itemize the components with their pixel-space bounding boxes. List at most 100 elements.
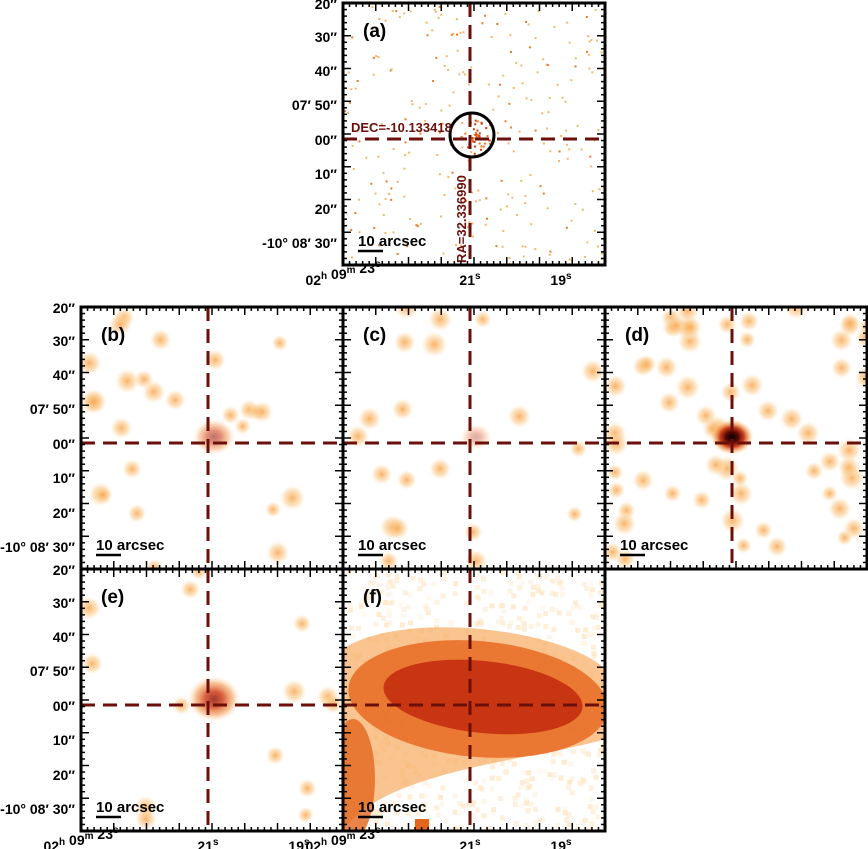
sky-pixel xyxy=(524,778,530,784)
photon-event xyxy=(450,33,453,36)
sky-pixel xyxy=(474,622,480,628)
panel-e: (e) 10 arcsec xyxy=(79,567,345,833)
emission-blob xyxy=(396,470,417,490)
photon-event xyxy=(472,128,475,131)
photon-event xyxy=(566,21,569,24)
sky-pixel xyxy=(474,807,480,813)
photon-event xyxy=(548,96,551,99)
sky-pixel xyxy=(595,814,601,820)
sky-pixel xyxy=(582,817,588,823)
emission-blob xyxy=(428,307,453,332)
panel-label: (e) xyxy=(101,587,124,608)
photon-event xyxy=(565,143,568,146)
photon-event xyxy=(481,22,484,25)
sky-pixel xyxy=(496,776,502,782)
sky-pixel xyxy=(385,592,391,598)
sky-pixel xyxy=(502,768,508,774)
photon-event xyxy=(549,250,552,253)
sky-pixel xyxy=(348,607,354,613)
photon-event xyxy=(576,124,579,127)
y-tick-label: 20″ xyxy=(53,562,76,578)
emission-blob xyxy=(607,481,626,499)
sky-pixel xyxy=(478,785,484,791)
sky-pixel xyxy=(525,808,531,814)
photon-event xyxy=(350,256,353,259)
photon-event xyxy=(474,200,477,203)
emission-blob xyxy=(110,417,133,440)
photon-event xyxy=(404,118,407,121)
sky-pixel xyxy=(376,612,382,618)
sky-pixel xyxy=(515,792,521,798)
panel-label: (a) xyxy=(363,21,386,42)
sky-pixel xyxy=(499,760,505,766)
sky-pixel xyxy=(402,590,408,596)
sky-pixel xyxy=(499,815,505,821)
photon-event xyxy=(547,111,550,114)
emission-blob xyxy=(371,463,393,485)
sky-pixel xyxy=(410,783,416,789)
photon-event xyxy=(396,180,399,183)
photon-event xyxy=(598,188,601,191)
sky-pixel xyxy=(583,751,589,757)
photon-event xyxy=(537,10,540,13)
sky-pixel xyxy=(433,624,439,630)
y-tick-label: 07′ 50″ xyxy=(292,97,337,113)
photon-event xyxy=(435,56,438,59)
photon-event xyxy=(574,65,577,68)
photon-event xyxy=(374,192,377,195)
sky-pixel xyxy=(521,621,527,627)
sky-pixel xyxy=(548,634,554,640)
photon-event xyxy=(520,179,523,182)
photon-event xyxy=(486,217,489,220)
photon-event xyxy=(464,73,467,76)
sky-pixel xyxy=(419,793,425,799)
sky-pixel xyxy=(551,751,557,757)
sky-pixel xyxy=(380,616,386,622)
sky-pixel xyxy=(415,811,421,817)
photon-event xyxy=(442,122,445,125)
sky-pixel xyxy=(550,627,556,633)
photon-event xyxy=(549,150,552,153)
photon-event xyxy=(522,255,525,258)
photon-event xyxy=(507,142,510,145)
source-circle xyxy=(448,111,496,159)
photon-event xyxy=(375,27,378,30)
sky-pixel xyxy=(373,589,379,595)
photon-event xyxy=(460,244,463,247)
sky-pixel xyxy=(563,817,569,823)
photon-event xyxy=(475,133,478,136)
emission-blob xyxy=(636,354,657,375)
photon-event xyxy=(556,83,559,86)
sky-pixel xyxy=(543,624,549,630)
y-tick-label: 20″ xyxy=(53,300,76,316)
emission-blob xyxy=(720,381,742,403)
sky-pixel xyxy=(367,579,373,585)
photon-event xyxy=(528,46,531,49)
photon-event xyxy=(511,196,514,199)
photon-event xyxy=(594,9,597,12)
photon-event xyxy=(419,132,422,135)
sky-pixel xyxy=(566,811,572,817)
emission-blob xyxy=(738,330,757,349)
sky-pixel xyxy=(373,621,379,627)
emission-blob xyxy=(292,614,312,633)
emission-blob xyxy=(705,453,727,476)
emission-blob xyxy=(740,373,764,397)
photon-event xyxy=(424,102,427,105)
scale-bar-label: 10 arcsec xyxy=(96,537,164,554)
sky-pixel xyxy=(423,801,429,807)
sky-pixel xyxy=(566,779,572,785)
sky-pixel xyxy=(441,570,447,576)
photon-event xyxy=(365,156,368,159)
sky-pixel xyxy=(589,587,595,593)
sky-pixel xyxy=(443,818,449,824)
photon-event xyxy=(442,252,445,255)
photon-event xyxy=(445,55,448,58)
photon-event xyxy=(354,87,357,90)
photon-event xyxy=(389,69,392,72)
sky-pixel xyxy=(377,809,383,815)
photon-event xyxy=(406,245,409,248)
sky-pixel xyxy=(532,792,538,798)
emission-blob xyxy=(836,529,853,546)
sky-pixel xyxy=(386,580,392,586)
